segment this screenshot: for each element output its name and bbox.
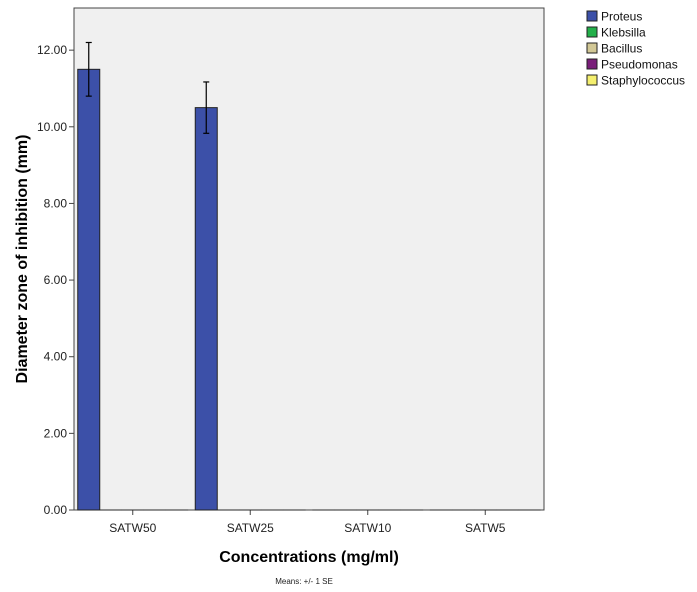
legend-swatch <box>586 42 598 54</box>
legend-swatch <box>586 74 598 86</box>
legend-swatch <box>586 26 598 38</box>
x-tick-label: SATW50 <box>109 521 156 535</box>
x-tick-label: SATW25 <box>227 521 274 535</box>
legend-label: Klebsilla <box>601 26 646 40</box>
y-axis-title: Diameter zone of inhibition (mm) <box>14 135 31 384</box>
legend-item: Bacillus <box>586 42 642 56</box>
x-axis-title: Concentrations (mg/ml) <box>219 549 399 566</box>
legend-label: Pseudomonas <box>601 58 678 72</box>
error-bars-group <box>85 41 210 134</box>
error-bar <box>85 41 92 97</box>
legend-item: Proteus <box>586 10 642 24</box>
legend: Proteus Klebsilla Bacillus Pseudomonas Staph… <box>586 10 685 88</box>
x-axis: SATW50 SATW25 SATW10 SATW5 <box>109 510 506 535</box>
legend-item: Klebsilla <box>586 26 646 40</box>
bar-proteus-satw25 <box>194 107 218 511</box>
legend-item: Pseudomonas <box>586 58 678 72</box>
y-axis: 0.00 2.00 4.00 6.00 8.00 10.00 12.00 <box>37 43 74 517</box>
y-tick-label: 0.00 <box>44 503 68 517</box>
y-tick-label: 8.00 <box>44 196 68 210</box>
legend-label: Bacillus <box>601 42 642 56</box>
legend-label: Staphylococcus <box>601 74 685 88</box>
error-bar <box>203 81 210 134</box>
y-tick-label: 2.00 <box>44 426 68 440</box>
legend-swatch <box>586 58 598 70</box>
x-tick-label: SATW10 <box>344 521 391 535</box>
x-tick-label: SATW5 <box>465 521 506 535</box>
bar-proteus-satw50 <box>77 68 101 511</box>
legend-item: Staphylococcus <box>586 74 685 88</box>
y-tick-label: 12.00 <box>37 43 67 57</box>
plot-area <box>73 7 545 511</box>
legend-label: Proteus <box>601 10 642 24</box>
footnote: Means: +/- 1 SE <box>275 577 333 586</box>
y-tick-label: 10.00 <box>37 120 67 134</box>
y-tick-label: 6.00 <box>44 273 68 287</box>
legend-swatch <box>586 10 598 22</box>
y-tick-label: 4.00 <box>44 350 68 364</box>
